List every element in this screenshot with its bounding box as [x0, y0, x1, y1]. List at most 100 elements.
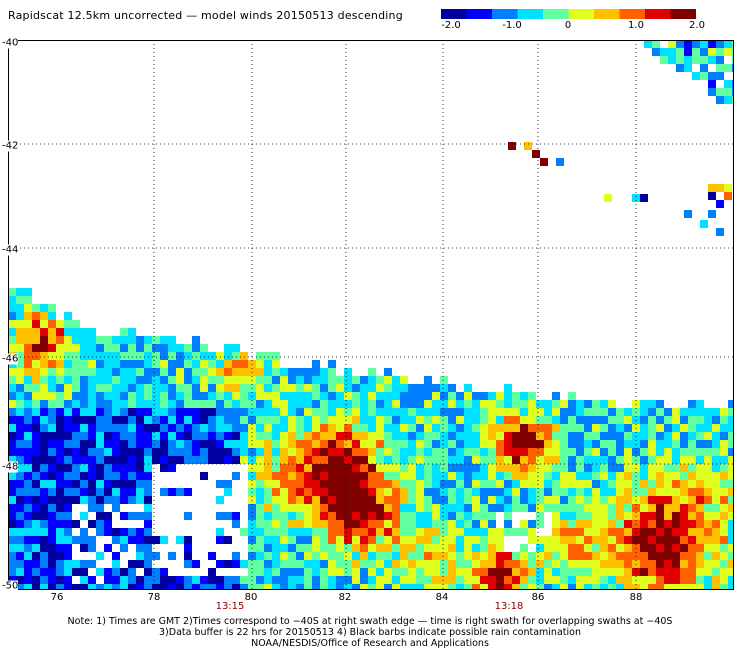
heatmap-cell: [160, 464, 168, 472]
heatmap-cell: [536, 456, 544, 464]
heatmap-cell: [72, 432, 80, 440]
heatmap-cell: [576, 520, 584, 528]
heatmap-cell: [376, 504, 384, 512]
heatmap-cell: [40, 440, 48, 448]
heatmap-cell: [112, 352, 120, 360]
heatmap-cell: [424, 440, 432, 448]
heatmap-cell: [176, 360, 184, 368]
heatmap-cell: [656, 408, 664, 416]
heatmap-cell: [712, 536, 720, 544]
heatmap-cell: [496, 528, 504, 536]
heatmap-cell: [256, 568, 264, 576]
heatmap-cell: [384, 392, 392, 400]
heatmap-cell: [576, 496, 584, 504]
heatmap-cell: [8, 312, 16, 320]
heatmap-cell: [336, 560, 344, 568]
heatmap-cell: [80, 432, 88, 440]
heatmap-cell: [16, 432, 24, 440]
heatmap-cell: [676, 64, 684, 72]
heatmap-cell: [320, 464, 328, 472]
heatmap-cell: [128, 368, 136, 376]
heatmap-cell: [80, 448, 88, 456]
heatmap-cell: [56, 360, 64, 368]
heatmap-cell: [640, 416, 648, 424]
heatmap-cell: [424, 472, 432, 480]
heatmap-cell: [168, 488, 176, 496]
heatmap-cell: [536, 512, 544, 520]
heatmap-cell: [152, 384, 160, 392]
heatmap-cell: [16, 360, 24, 368]
heatmap-cell: [520, 488, 528, 496]
heatmap-cell: [472, 488, 480, 496]
heatmap-cell: [704, 544, 712, 552]
heatmap-cell: [688, 528, 696, 536]
heatmap-cell: [448, 576, 456, 584]
heatmap-cell: [640, 448, 648, 456]
heatmap-cell: [56, 584, 64, 590]
heatmap-cell: [112, 440, 120, 448]
heatmap-cell: [32, 440, 40, 448]
heatmap-cell: [72, 376, 80, 384]
heatmap-cell: [56, 368, 64, 376]
heatmap-cell: [608, 496, 616, 504]
heatmap-cell: [96, 432, 104, 440]
heatmap-cell: [424, 416, 432, 424]
heatmap-cell: [432, 440, 440, 448]
heatmap-cell: [616, 456, 624, 464]
heatmap-cell: [656, 560, 664, 568]
heatmap-cell: [64, 512, 72, 520]
heatmap-cell: [384, 408, 392, 416]
heatmap-cell: [40, 320, 48, 328]
heatmap-cell: [160, 376, 168, 384]
heatmap-cell: [448, 424, 456, 432]
heatmap-cell: [720, 504, 728, 512]
heatmap-cell: [496, 440, 504, 448]
heatmap-cell: [664, 504, 672, 512]
heatmap-cell: [440, 512, 448, 520]
heatmap-cell: [424, 504, 432, 512]
heatmap-cell: [176, 424, 184, 432]
heatmap-cell: [240, 432, 248, 440]
heatmap-cell: [344, 568, 352, 576]
heatmap-cell: [72, 408, 80, 416]
heatmap-cell: [232, 576, 240, 584]
heatmap-cell: [724, 96, 732, 104]
heatmap-cell: [464, 512, 472, 520]
heatmap-cell: [408, 584, 416, 590]
heatmap-cell: [120, 424, 128, 432]
heatmap-cell: [16, 312, 24, 320]
heatmap-cell: [280, 480, 288, 488]
heatmap-cell: [56, 352, 64, 360]
heatmap-cell: [224, 480, 232, 488]
heatmap-cell: [312, 512, 320, 520]
heatmap-cell: [104, 480, 112, 488]
heatmap-cell: [176, 488, 184, 496]
heatmap-cell: [440, 384, 448, 392]
heatmap-cell: [16, 320, 24, 328]
heatmap-cell: [608, 560, 616, 568]
heatmap-cell: [320, 368, 328, 376]
heatmap-cell: [584, 424, 592, 432]
heatmap-cell: [152, 376, 160, 384]
heatmap-cell: [144, 376, 152, 384]
heatmap-cell: [464, 392, 472, 400]
heatmap-cell: [352, 504, 360, 512]
heatmap-cell: [536, 520, 544, 528]
heatmap-cell: [672, 576, 680, 584]
heatmap-cell: [40, 304, 48, 312]
heatmap-cell: [336, 544, 344, 552]
heatmap-cell: [392, 520, 400, 528]
heatmap-cell: [112, 448, 120, 456]
heatmap-cell: [184, 456, 192, 464]
heatmap-cell: [80, 456, 88, 464]
heatmap-cell: [352, 568, 360, 576]
heatmap-cell: [456, 456, 464, 464]
heatmap-cell: [240, 576, 248, 584]
heatmap-cell: [376, 552, 384, 560]
heatmap-cell: [360, 464, 368, 472]
heatmap-cell: [280, 424, 288, 432]
heatmap-cell: [288, 536, 296, 544]
heatmap-cell: [696, 576, 704, 584]
heatmap-cell: [296, 392, 304, 400]
heatmap-cell: [384, 560, 392, 568]
